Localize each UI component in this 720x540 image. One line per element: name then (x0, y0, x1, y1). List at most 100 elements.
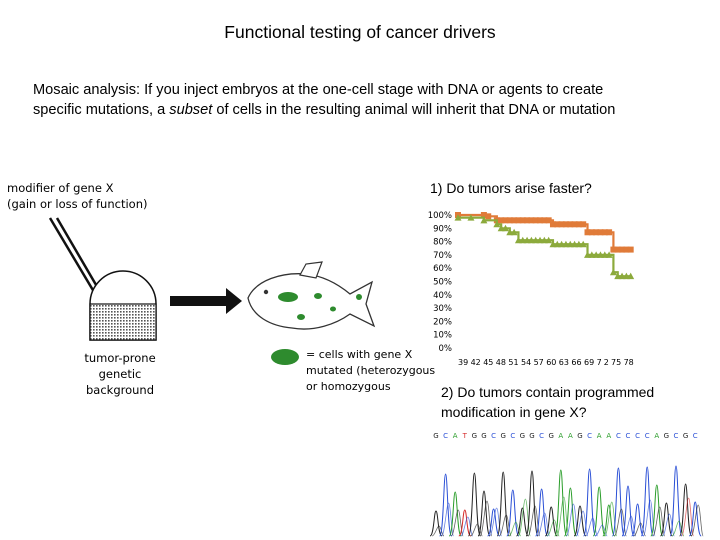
y-tick-label: 40% (433, 291, 452, 301)
base-call: C (645, 432, 650, 440)
data-point (485, 213, 492, 220)
base-call: A (606, 432, 611, 440)
data-point (502, 217, 509, 224)
trace-peak (623, 515, 637, 537)
base-call: A (453, 432, 458, 440)
y-tick-label: 60% (433, 264, 452, 274)
data-point (510, 228, 518, 236)
y-tick-label: 50% (433, 278, 452, 288)
mosaic-diagram (48, 217, 376, 365)
trace-peak (585, 517, 598, 537)
y-tick-label: 10% (433, 331, 452, 341)
x-tick-label: 57 (534, 358, 544, 367)
trace-peak (506, 489, 520, 537)
trace-peak (439, 473, 453, 537)
trace-peak (659, 502, 673, 537)
data-point (610, 246, 617, 253)
intro-line-1: Mosaic analysis: If you inject embryos a… (33, 82, 604, 98)
trace-peak (489, 507, 502, 537)
data-point (593, 229, 600, 236)
data-point (480, 212, 487, 218)
trace-peak (537, 512, 550, 537)
x-tick-label: 54 (521, 358, 531, 367)
trace-peak (508, 521, 522, 537)
data-point (588, 229, 595, 236)
legend-line-3: or homozygous (306, 380, 391, 393)
arrow-icon (170, 288, 242, 314)
trace-peak (477, 490, 491, 537)
data-point (532, 217, 539, 224)
data-point (511, 217, 518, 224)
trace-peak (441, 502, 454, 537)
base-call: C (635, 432, 640, 440)
data-point (524, 217, 531, 224)
trace-peak (554, 469, 568, 537)
trace-peak (458, 509, 472, 537)
data-point (549, 221, 556, 228)
base-call: A (597, 432, 602, 440)
trace-peak (650, 484, 664, 537)
base-call: G (548, 432, 553, 440)
y-tick-label: 0% (439, 344, 453, 354)
trace-peak (631, 503, 645, 537)
data-point (454, 214, 462, 221)
trace-peak (467, 472, 481, 537)
base-call: G (664, 432, 669, 440)
data-point (579, 240, 587, 248)
x-tick-label: 60 (546, 358, 556, 367)
trace-peak (431, 525, 445, 537)
trace-peak (669, 465, 683, 537)
legend-line-2: mutated (heterozygous (306, 364, 436, 377)
series-2 (454, 214, 635, 280)
survival-chart: 100% 90% 80% 70% 60% 50% 40% 30% 20% 10% 0% 39 42 45… (428, 211, 635, 367)
data-point (609, 268, 617, 276)
question-2-line-1: 2) Do tumors contain programmed (441, 384, 655, 400)
trace-peak (642, 499, 656, 537)
data-point (545, 217, 552, 224)
base-call: C (674, 432, 679, 440)
trace-peak (535, 488, 549, 537)
slide-title: Functional testing of cancer drivers (224, 22, 496, 42)
trace-peak (487, 508, 501, 537)
x-tick-label: 2 (604, 358, 609, 367)
data-point (580, 221, 587, 228)
trace-peak (583, 468, 597, 537)
x-tick-label: 48 (496, 358, 506, 367)
intro-emphasis: subset (169, 102, 213, 118)
trace-peak (496, 471, 510, 537)
trace-peak (448, 491, 462, 537)
trace-peak (573, 505, 587, 537)
data-point (627, 272, 635, 280)
modifier-label: modifier of gene X (gain or loss of func… (7, 180, 147, 212)
trace-peak (556, 496, 570, 537)
data-point (519, 217, 526, 224)
data-point (554, 221, 561, 228)
data-point (506, 217, 513, 224)
trace-peak (679, 483, 693, 537)
trace-peak (614, 508, 627, 537)
fish-icon (247, 261, 376, 330)
base-call: C (616, 432, 621, 440)
trace-peak (546, 519, 560, 537)
trace-peak (498, 514, 512, 537)
modifier-line-2: (gain or loss of function) (7, 197, 148, 211)
trace-peak (621, 485, 635, 537)
x-tick-label: 78 (624, 358, 634, 367)
mutant-cell-legend-icon (271, 349, 299, 365)
trace-peak (527, 505, 541, 537)
base-call: A (654, 432, 659, 440)
legend-label: = cells with gene X mutated (heterozygou… (306, 347, 435, 395)
trace-peak (592, 486, 606, 537)
trace-peak (604, 501, 618, 537)
base-call: C (626, 432, 631, 440)
trace-peak (544, 506, 558, 537)
data-point (614, 246, 621, 253)
trace-peak (595, 524, 608, 537)
x-tick-label: 75 (611, 358, 621, 367)
base-call: G (683, 432, 688, 440)
data-point (601, 229, 608, 236)
data-point (627, 246, 634, 253)
trace-peak (690, 504, 704, 537)
intro-line-2: specific mutations, a subset of cells in… (33, 100, 713, 120)
question-1: 1) Do tumors arise faster? (430, 180, 592, 196)
